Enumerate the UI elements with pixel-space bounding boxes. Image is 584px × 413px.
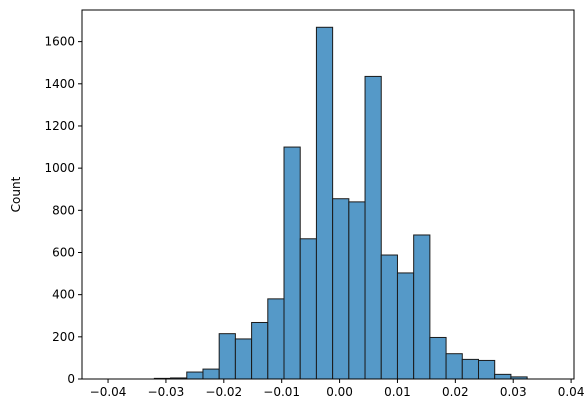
histogram-bar	[218, 333, 236, 380]
x-tick-label: −0.03	[148, 385, 185, 399]
histogram-bar	[429, 336, 447, 380]
x-tick-label: 0.04	[558, 385, 584, 399]
y-tick-label: 400	[52, 288, 75, 302]
histogram-bar	[186, 371, 204, 380]
y-tick-label: 800	[52, 203, 75, 217]
y-axis-label: Count	[9, 176, 23, 212]
histogram-bar	[348, 201, 366, 380]
x-tick-label: 0.00	[326, 385, 353, 399]
bars-group	[153, 26, 528, 380]
x-tick-label: 0.01	[384, 385, 411, 399]
x-tick-label: −0.02	[205, 385, 242, 399]
histogram-bar	[234, 338, 253, 380]
x-tick-label: 0.02	[442, 385, 469, 399]
histogram-bar	[267, 298, 285, 380]
y-axis-ticks: 0 200 400 600 800 1000 1200 1400 1600	[44, 35, 82, 386]
y-tick-label: 600	[52, 245, 75, 259]
y-tick-label: 0	[67, 372, 75, 386]
y-tick-label: 200	[52, 330, 75, 344]
y-tick-label: 1400	[44, 77, 75, 91]
plot-frame	[81, 9, 575, 380]
x-tick-label: −0.04	[90, 385, 127, 399]
histogram-bar	[380, 254, 398, 380]
histogram-bar	[299, 238, 317, 380]
histogram-bar	[315, 26, 334, 380]
histogram-bar	[332, 198, 350, 380]
histogram-bar	[396, 272, 415, 380]
histogram-bar	[413, 234, 431, 380]
y-tick-label: 1600	[44, 35, 75, 49]
histogram-bar	[364, 75, 382, 380]
histogram-bar	[494, 373, 512, 380]
histogram-bar	[461, 358, 480, 380]
y-tick-label: 1000	[44, 161, 75, 175]
histogram-bar	[477, 359, 496, 380]
y-tick-label: 1200	[44, 119, 75, 133]
x-tick-label: 0.03	[500, 385, 527, 399]
histogram-bar	[283, 146, 301, 380]
histogram-bar	[251, 321, 269, 380]
x-axis-ticks: −0.04 −0.03 −0.02 −0.01 0.00 0.01 0.02 0.03 0.04	[90, 379, 584, 399]
x-tick-label: −0.01	[263, 385, 300, 399]
histogram-bar	[202, 368, 220, 380]
histogram-bar	[445, 353, 463, 380]
